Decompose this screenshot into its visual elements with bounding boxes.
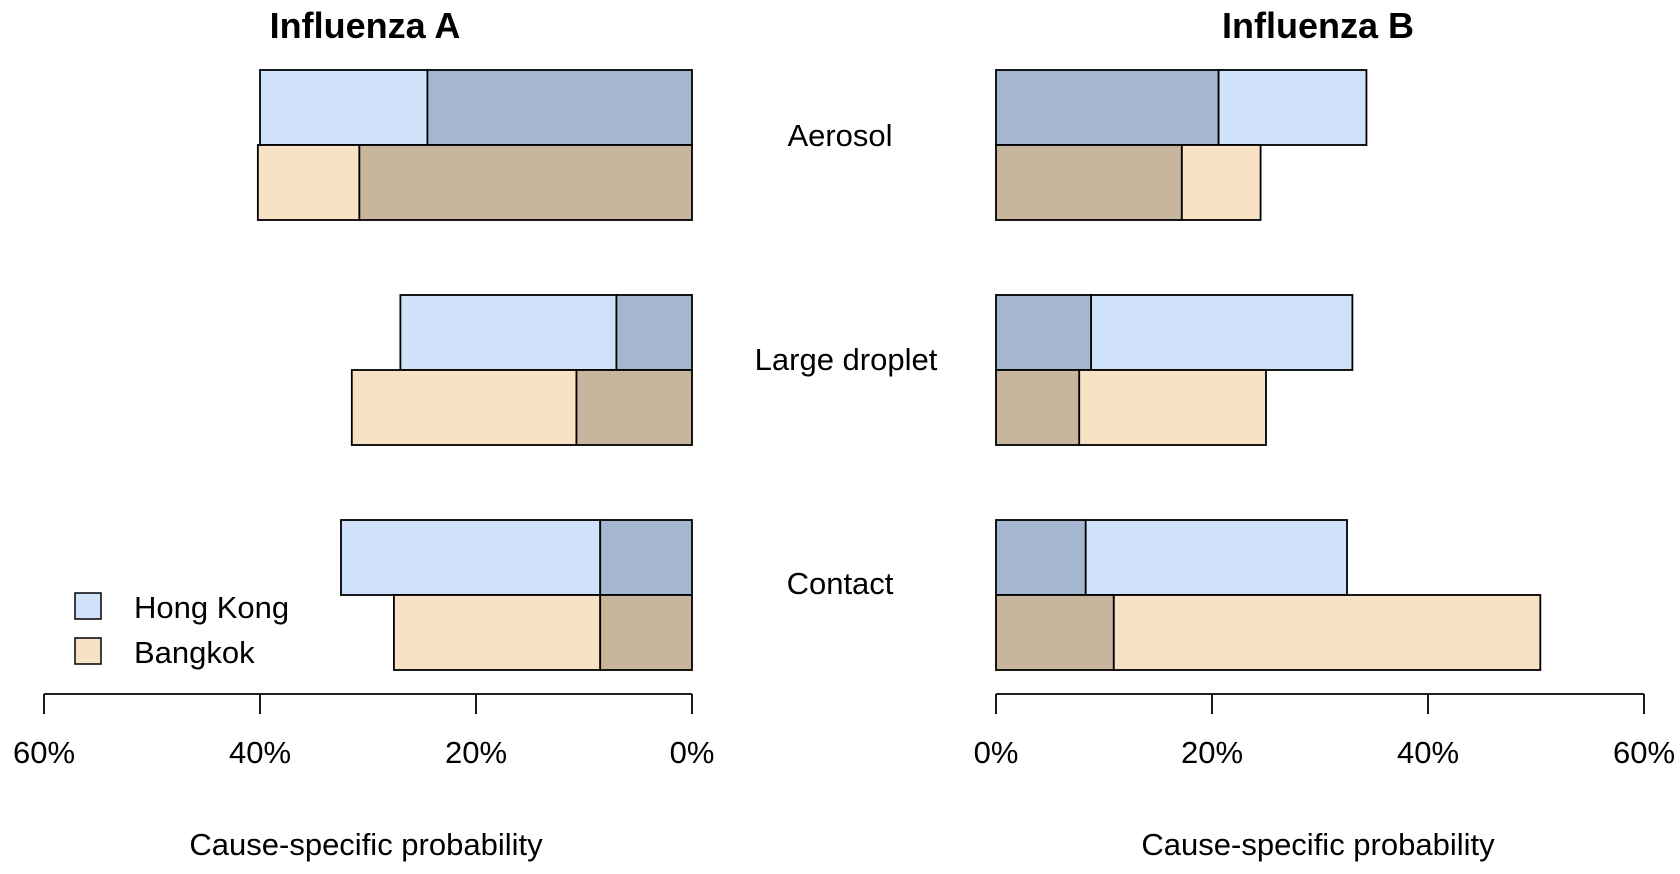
influenza-b-contact-bangkok-inner-bar	[995, 594, 1115, 671]
influenza-b-large-droplet-bangkok-bar	[1078, 369, 1267, 446]
category-label-contact: Contact	[787, 566, 894, 601]
influenza-b-aerosol-bangkok-bar	[1180, 144, 1262, 221]
influenza-b-aerosol-bangkok-inner-bar	[995, 144, 1183, 221]
influenza-a-contact-hong-kong-bar	[340, 519, 602, 596]
category-label-large-droplet: Large droplet	[755, 342, 938, 377]
influenza-a-contact-bangkok-inner-bar	[599, 594, 693, 671]
influenza-a-aerosol-hong-kong-inner-bar	[426, 69, 693, 146]
category-labels: Aerosol Large droplet Contact	[755, 118, 938, 601]
influenza-a-aerosol-bangkok-inner-bar	[358, 144, 693, 221]
influenza-a-tick-label: 0%	[670, 735, 715, 770]
legend-label-hong-kong: Hong Kong	[134, 590, 289, 625]
influenza-a-large-droplet-hong-kong-inner-bar	[615, 294, 693, 371]
influenza-b-tick-label: 20%	[1181, 735, 1243, 770]
influenza-a-aerosol-bangkok-bar	[256, 144, 361, 221]
influenza-a-large-droplet-bangkok-bar	[350, 369, 578, 446]
influenza-b-contact-hong-kong-inner-bar	[995, 519, 1087, 596]
influenza-b-contact-bangkok-bar	[1112, 594, 1542, 671]
influenza-a-tick-label: 20%	[445, 735, 507, 770]
influenza-a-aerosol-hong-kong-bar	[259, 69, 429, 146]
legend: Hong Kong Bangkok	[74, 590, 289, 670]
influenza-a-large-droplet-bangkok-inner-bar	[575, 369, 693, 446]
influenza-a-large-droplet-hong-kong-bar	[399, 294, 618, 371]
legend-swatch-bangkok	[74, 637, 102, 665]
influenza-a-tick-label: 40%	[229, 735, 291, 770]
influenza-b-aerosol-hong-kong-inner-bar	[995, 69, 1220, 146]
influenza-a-tick-label: 60%	[13, 735, 75, 770]
influenza-b-large-droplet-bangkok-inner-bar	[995, 369, 1081, 446]
influenza-a-contact-hong-kong-inner-bar	[599, 519, 693, 596]
legend-swatch-hong-kong	[74, 592, 102, 620]
category-label-aerosol: Aerosol	[787, 118, 892, 153]
influenza-a-title: Influenza A	[270, 5, 461, 46]
influenza-b-x-axis-label: Cause-specific probability	[1141, 827, 1495, 862]
influenza-b-tick-label: 0%	[974, 735, 1019, 770]
influenza-b-x-axis: 0% 20% 40% 60%	[974, 693, 1675, 770]
influenza-b-large-droplet-hong-kong-bar	[1090, 294, 1354, 371]
influenza-b-tick-label: 60%	[1613, 735, 1675, 770]
influenza-a-x-axis-label: Cause-specific probability	[189, 827, 543, 862]
influenza-b-panel: Influenza B 0% 20% 40% 60% Cause-specific p…	[974, 5, 1675, 862]
influenza-b-bars	[995, 69, 1542, 671]
influenza-b-tick-label: 40%	[1397, 735, 1459, 770]
legend-label-bangkok: Bangkok	[134, 635, 255, 670]
influenza-a-bars	[256, 69, 693, 671]
influenza-b-aerosol-hong-kong-bar	[1217, 69, 1368, 146]
influenza-a-contact-bangkok-bar	[393, 594, 602, 671]
influenza-b-large-droplet-hong-kong-inner-bar	[995, 294, 1092, 371]
influenza-b-contact-hong-kong-bar	[1084, 519, 1348, 596]
influenza-a-x-axis: 60% 40% 20% 0%	[13, 693, 715, 770]
influenza-b-title: Influenza B	[1222, 5, 1414, 46]
influenza-a-panel: Influenza A 60% 40% 20% 0% Cause-specific p…	[13, 5, 714, 862]
